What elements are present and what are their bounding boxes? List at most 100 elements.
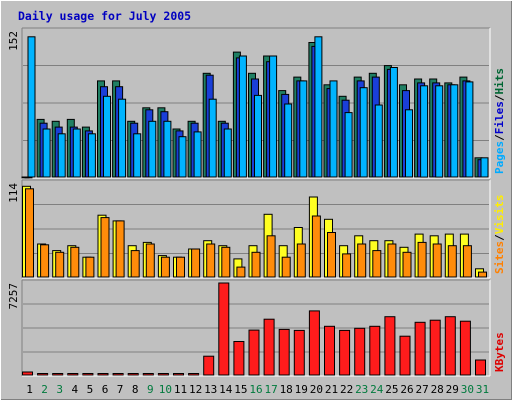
x-tick-label-day-10: 10 xyxy=(159,383,172,396)
legend-entry-slash: / xyxy=(493,94,506,101)
x-tick-label-day-26: 26 xyxy=(400,383,413,396)
bar-pages-day-29 xyxy=(450,84,459,178)
panel-kbytes: 7257 KBytes xyxy=(7,279,506,377)
chart-title: Daily usage for July 2005 xyxy=(18,9,192,23)
bar-sites-day-23 xyxy=(357,243,367,278)
bar-pages-day-3 xyxy=(57,133,66,178)
bar-pages-day-2 xyxy=(42,128,51,178)
x-tick-label-day-29: 29 xyxy=(446,383,459,396)
legend-entry-kbytes: KBytes xyxy=(493,332,506,372)
legend-pages-files-hits: Pages/Files/Hits xyxy=(493,68,506,174)
bar-kbytes-day-1 xyxy=(22,371,33,376)
bar-sites-day-14 xyxy=(221,246,231,278)
bar-kbytes-day-6 xyxy=(97,373,109,376)
bar-kbytes-day-14 xyxy=(218,282,230,376)
bar-kbytes-day-16 xyxy=(248,329,260,376)
bar-sites-day-21 xyxy=(327,232,336,278)
legend-entry-visits: Visits xyxy=(493,195,506,235)
bar-sites-day-5 xyxy=(85,256,95,278)
bar-sites-day-19 xyxy=(296,243,306,278)
bar-kbytes-day-10 xyxy=(157,373,169,376)
bar-sites-day-8 xyxy=(130,250,140,278)
bar-pages-day-8 xyxy=(133,133,142,178)
bar-kbytes-day-27 xyxy=(414,321,426,376)
bar-kbytes-day-7 xyxy=(112,373,124,376)
bar-sites-day-31 xyxy=(478,271,487,278)
bar-sites-day-13 xyxy=(206,243,216,278)
x-tick-label-day-18: 18 xyxy=(280,383,293,396)
bar-pages-day-24 xyxy=(374,104,383,178)
legend-entry-files: Files xyxy=(493,101,506,134)
bar-kbytes-day-25 xyxy=(384,316,396,376)
x-tick-label-day-23: 23 xyxy=(355,383,368,396)
bar-kbytes-day-28 xyxy=(429,319,441,376)
x-tick-label-day-20: 20 xyxy=(310,383,323,396)
x-tick-label-day-30: 30 xyxy=(461,383,474,396)
bar-sites-day-26 xyxy=(402,251,412,278)
x-tick-label-day-6: 6 xyxy=(102,383,109,396)
bar-pages-day-18 xyxy=(284,103,293,178)
bar-pages-day-6 xyxy=(103,95,111,178)
bar-kbytes-day-2 xyxy=(37,373,49,376)
bar-kbytes-day-30 xyxy=(459,320,471,376)
legend-entry-pages: Pages xyxy=(493,141,506,174)
bar-sites-day-20 xyxy=(311,215,321,278)
x-tick-label-day-2: 2 xyxy=(41,383,48,396)
bar-sites-day-10 xyxy=(160,256,170,278)
x-axis-labels: 1 2 3 4 5 6 7 8 9 10 11 12 13 14 15 16 17 18 19 20 21 22 23 24 2… xyxy=(26,383,489,396)
bar-pages-day-27 xyxy=(420,85,429,178)
bar-pages-day-22 xyxy=(344,112,353,178)
bar-pages-day-16 xyxy=(254,94,262,178)
bar-sites-day-16 xyxy=(251,251,261,278)
bar-pages-day-10 xyxy=(163,120,172,178)
bar-sites-day-12 xyxy=(191,248,201,278)
bar-pages-day-21 xyxy=(329,80,338,178)
series-sites xyxy=(25,188,487,278)
x-tick-label-day-27: 27 xyxy=(415,383,428,396)
x-tick-label-day-24: 24 xyxy=(370,383,384,396)
bar-pages-day-19 xyxy=(299,80,308,178)
bar-sites-day-17 xyxy=(266,235,276,278)
x-tick-label-day-16: 16 xyxy=(249,383,262,396)
legend-entry-slash: / xyxy=(493,234,506,241)
x-tick-label-day-13: 13 xyxy=(204,383,217,396)
bar-sites-day-24 xyxy=(372,250,382,278)
bar-kbytes-day-22 xyxy=(339,329,351,376)
bar-kbytes-day-8 xyxy=(127,373,139,376)
x-tick-label-day-9: 9 xyxy=(147,383,154,396)
bar-sites-day-22 xyxy=(342,253,352,278)
bar-pages-day-28 xyxy=(435,85,444,178)
bar-kbytes-day-18 xyxy=(278,328,290,376)
bar-kbytes-day-9 xyxy=(142,373,154,376)
bar-pages-day-30 xyxy=(465,81,474,178)
bar-sites-day-30 xyxy=(462,245,472,278)
bar-sites-day-25 xyxy=(387,243,397,278)
x-tick-label-day-8: 8 xyxy=(132,383,139,396)
bar-sites-day-9 xyxy=(145,243,155,278)
x-tick-label-day-31: 31 xyxy=(476,383,489,396)
bar-kbytes-day-20 xyxy=(308,310,320,376)
bar-sites-day-3 xyxy=(55,251,65,278)
bar-kbytes-day-15 xyxy=(233,341,245,376)
bar-kbytes-day-21 xyxy=(324,325,335,376)
y-max-label: 7257 xyxy=(7,283,20,310)
bar-sites-day-15 xyxy=(236,266,246,278)
bar-pages-day-4 xyxy=(72,128,81,178)
bar-sites-day-29 xyxy=(447,245,457,278)
bar-pages-day-17 xyxy=(269,55,278,178)
bar-kbytes-day-23 xyxy=(354,327,366,376)
x-tick-label-day-19: 19 xyxy=(295,383,308,396)
bar-kbytes-day-31 xyxy=(475,359,486,376)
bar-pages-day-14 xyxy=(223,128,232,178)
legend-sites-visits: Sites/Visits xyxy=(493,195,506,275)
x-tick-label-day-5: 5 xyxy=(87,383,94,396)
bar-kbytes-day-5 xyxy=(82,373,94,376)
x-tick-label-day-15: 15 xyxy=(234,383,247,396)
x-tick-label-day-14: 14 xyxy=(219,383,233,396)
bar-sites-day-2 xyxy=(40,244,50,278)
bar-kbytes-day-12 xyxy=(188,373,200,376)
bar-pages-day-20 xyxy=(314,36,323,178)
bar-sites-day-6 xyxy=(100,217,110,278)
